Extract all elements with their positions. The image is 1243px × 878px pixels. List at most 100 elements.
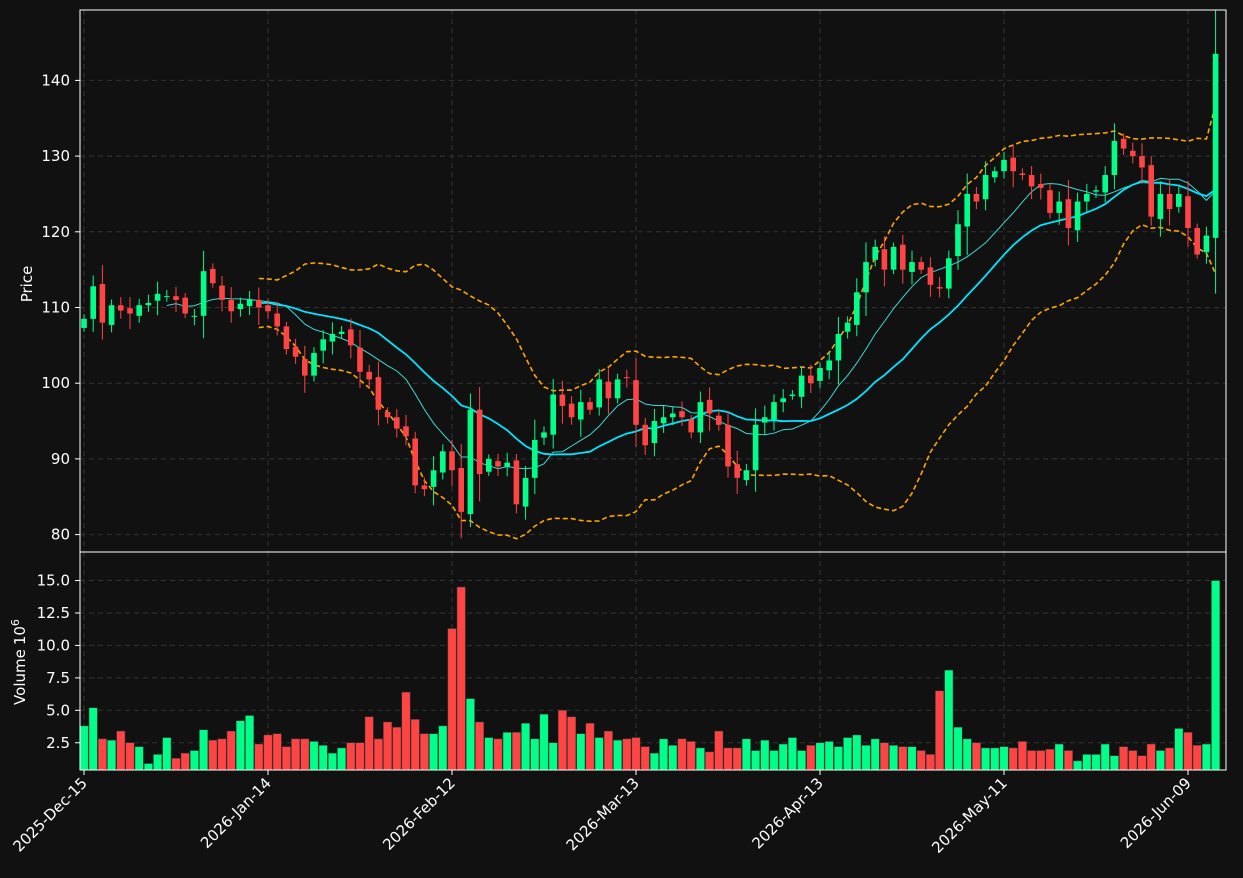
volume-bar: [741, 738, 751, 771]
candle: [504, 452, 510, 477]
volume-bar: [1054, 743, 1064, 771]
volume-bar: [116, 730, 126, 771]
volume-bar: [1165, 747, 1175, 771]
volume-bar: [1027, 750, 1037, 771]
candle-body: [118, 305, 124, 311]
price-candles: [81, 10, 1219, 539]
candle-body: [495, 461, 501, 467]
candle-body: [982, 175, 989, 200]
volume-bar: [1073, 760, 1083, 771]
candle-body: [265, 305, 271, 312]
candle: [550, 379, 556, 449]
candle: [596, 369, 602, 416]
candle: [486, 454, 492, 476]
candle: [1010, 145, 1016, 188]
candle: [936, 277, 943, 298]
candle-body: [734, 464, 740, 478]
candle: [81, 314, 87, 332]
volume-bar: [318, 745, 328, 771]
candle: [1176, 186, 1182, 213]
volume-bar: [567, 716, 577, 771]
volume-bar: [686, 741, 696, 771]
candle-body: [1148, 165, 1154, 217]
candle: [706, 387, 713, 431]
volume-bar: [760, 739, 770, 771]
candle-body: [440, 451, 446, 473]
candle: [927, 257, 934, 297]
candle-body: [927, 267, 934, 285]
volume-bar: [622, 738, 632, 771]
volume-bar: [263, 734, 273, 771]
candle-body: [1203, 235, 1210, 253]
candle-body: [762, 417, 768, 423]
volume-bar: [143, 763, 153, 771]
volume-bar: [585, 723, 595, 771]
candle: [348, 318, 354, 359]
volume-bar: [824, 741, 834, 771]
candle: [743, 463, 750, 486]
candle: [513, 453, 520, 514]
volume-bars: [79, 580, 1221, 771]
candle: [302, 345, 308, 393]
candle-body: [145, 302, 152, 306]
candle-body: [81, 318, 87, 328]
candle-body: [1038, 184, 1044, 188]
volume-axis-label-exponent: 6: [9, 619, 22, 626]
candle-body: [900, 244, 906, 270]
candle-body: [614, 379, 621, 399]
candle-body: [154, 293, 161, 301]
candle: [1185, 180, 1191, 247]
volume-bar: [870, 738, 880, 771]
candle: [982, 161, 989, 211]
candle: [274, 302, 280, 336]
candle-body: [559, 394, 566, 406]
candle-body: [384, 411, 391, 418]
candle-body: [844, 322, 851, 332]
candle: [835, 316, 842, 385]
candle: [670, 406, 676, 426]
candle: [1084, 183, 1090, 212]
candle-body: [274, 313, 280, 327]
candle-body: [458, 467, 464, 512]
volume-bar: [1174, 728, 1184, 771]
volume-bar: [272, 733, 282, 771]
volume-bar: [649, 752, 659, 771]
candle: [136, 298, 142, 323]
volume-bar: [1036, 750, 1046, 771]
candle-body: [357, 347, 363, 372]
volume-bar: [337, 747, 347, 771]
volume-bar: [300, 738, 310, 771]
candle: [559, 380, 566, 424]
candle: [1093, 185, 1099, 199]
lower-band-line: [258, 223, 1217, 540]
volume-bar: [1017, 741, 1027, 771]
candle: [568, 396, 575, 425]
candle-body: [532, 439, 538, 478]
candle: [173, 286, 179, 312]
candle-body: [329, 333, 336, 342]
volume-bar: [419, 733, 429, 771]
volume-bar: [640, 746, 650, 771]
volume-bar: [548, 742, 558, 771]
candle: [1139, 143, 1145, 185]
candle: [624, 369, 630, 388]
volume-bar: [787, 737, 797, 771]
candle: [458, 443, 464, 539]
volume-bar: [723, 747, 733, 771]
candle: [421, 477, 428, 497]
candle-body: [210, 268, 216, 284]
candle-body: [421, 485, 428, 490]
candle-body: [890, 246, 897, 270]
volume-bar: [769, 750, 779, 771]
candle-body: [504, 462, 510, 467]
candle-body: [302, 358, 308, 376]
candle: [1130, 142, 1136, 164]
candle-body: [237, 303, 244, 310]
volume-bar: [935, 690, 945, 771]
candle-body: [90, 286, 96, 319]
candle: [1212, 10, 1219, 294]
candle-body: [909, 262, 915, 272]
candle: [108, 299, 115, 333]
candle: [145, 294, 152, 312]
